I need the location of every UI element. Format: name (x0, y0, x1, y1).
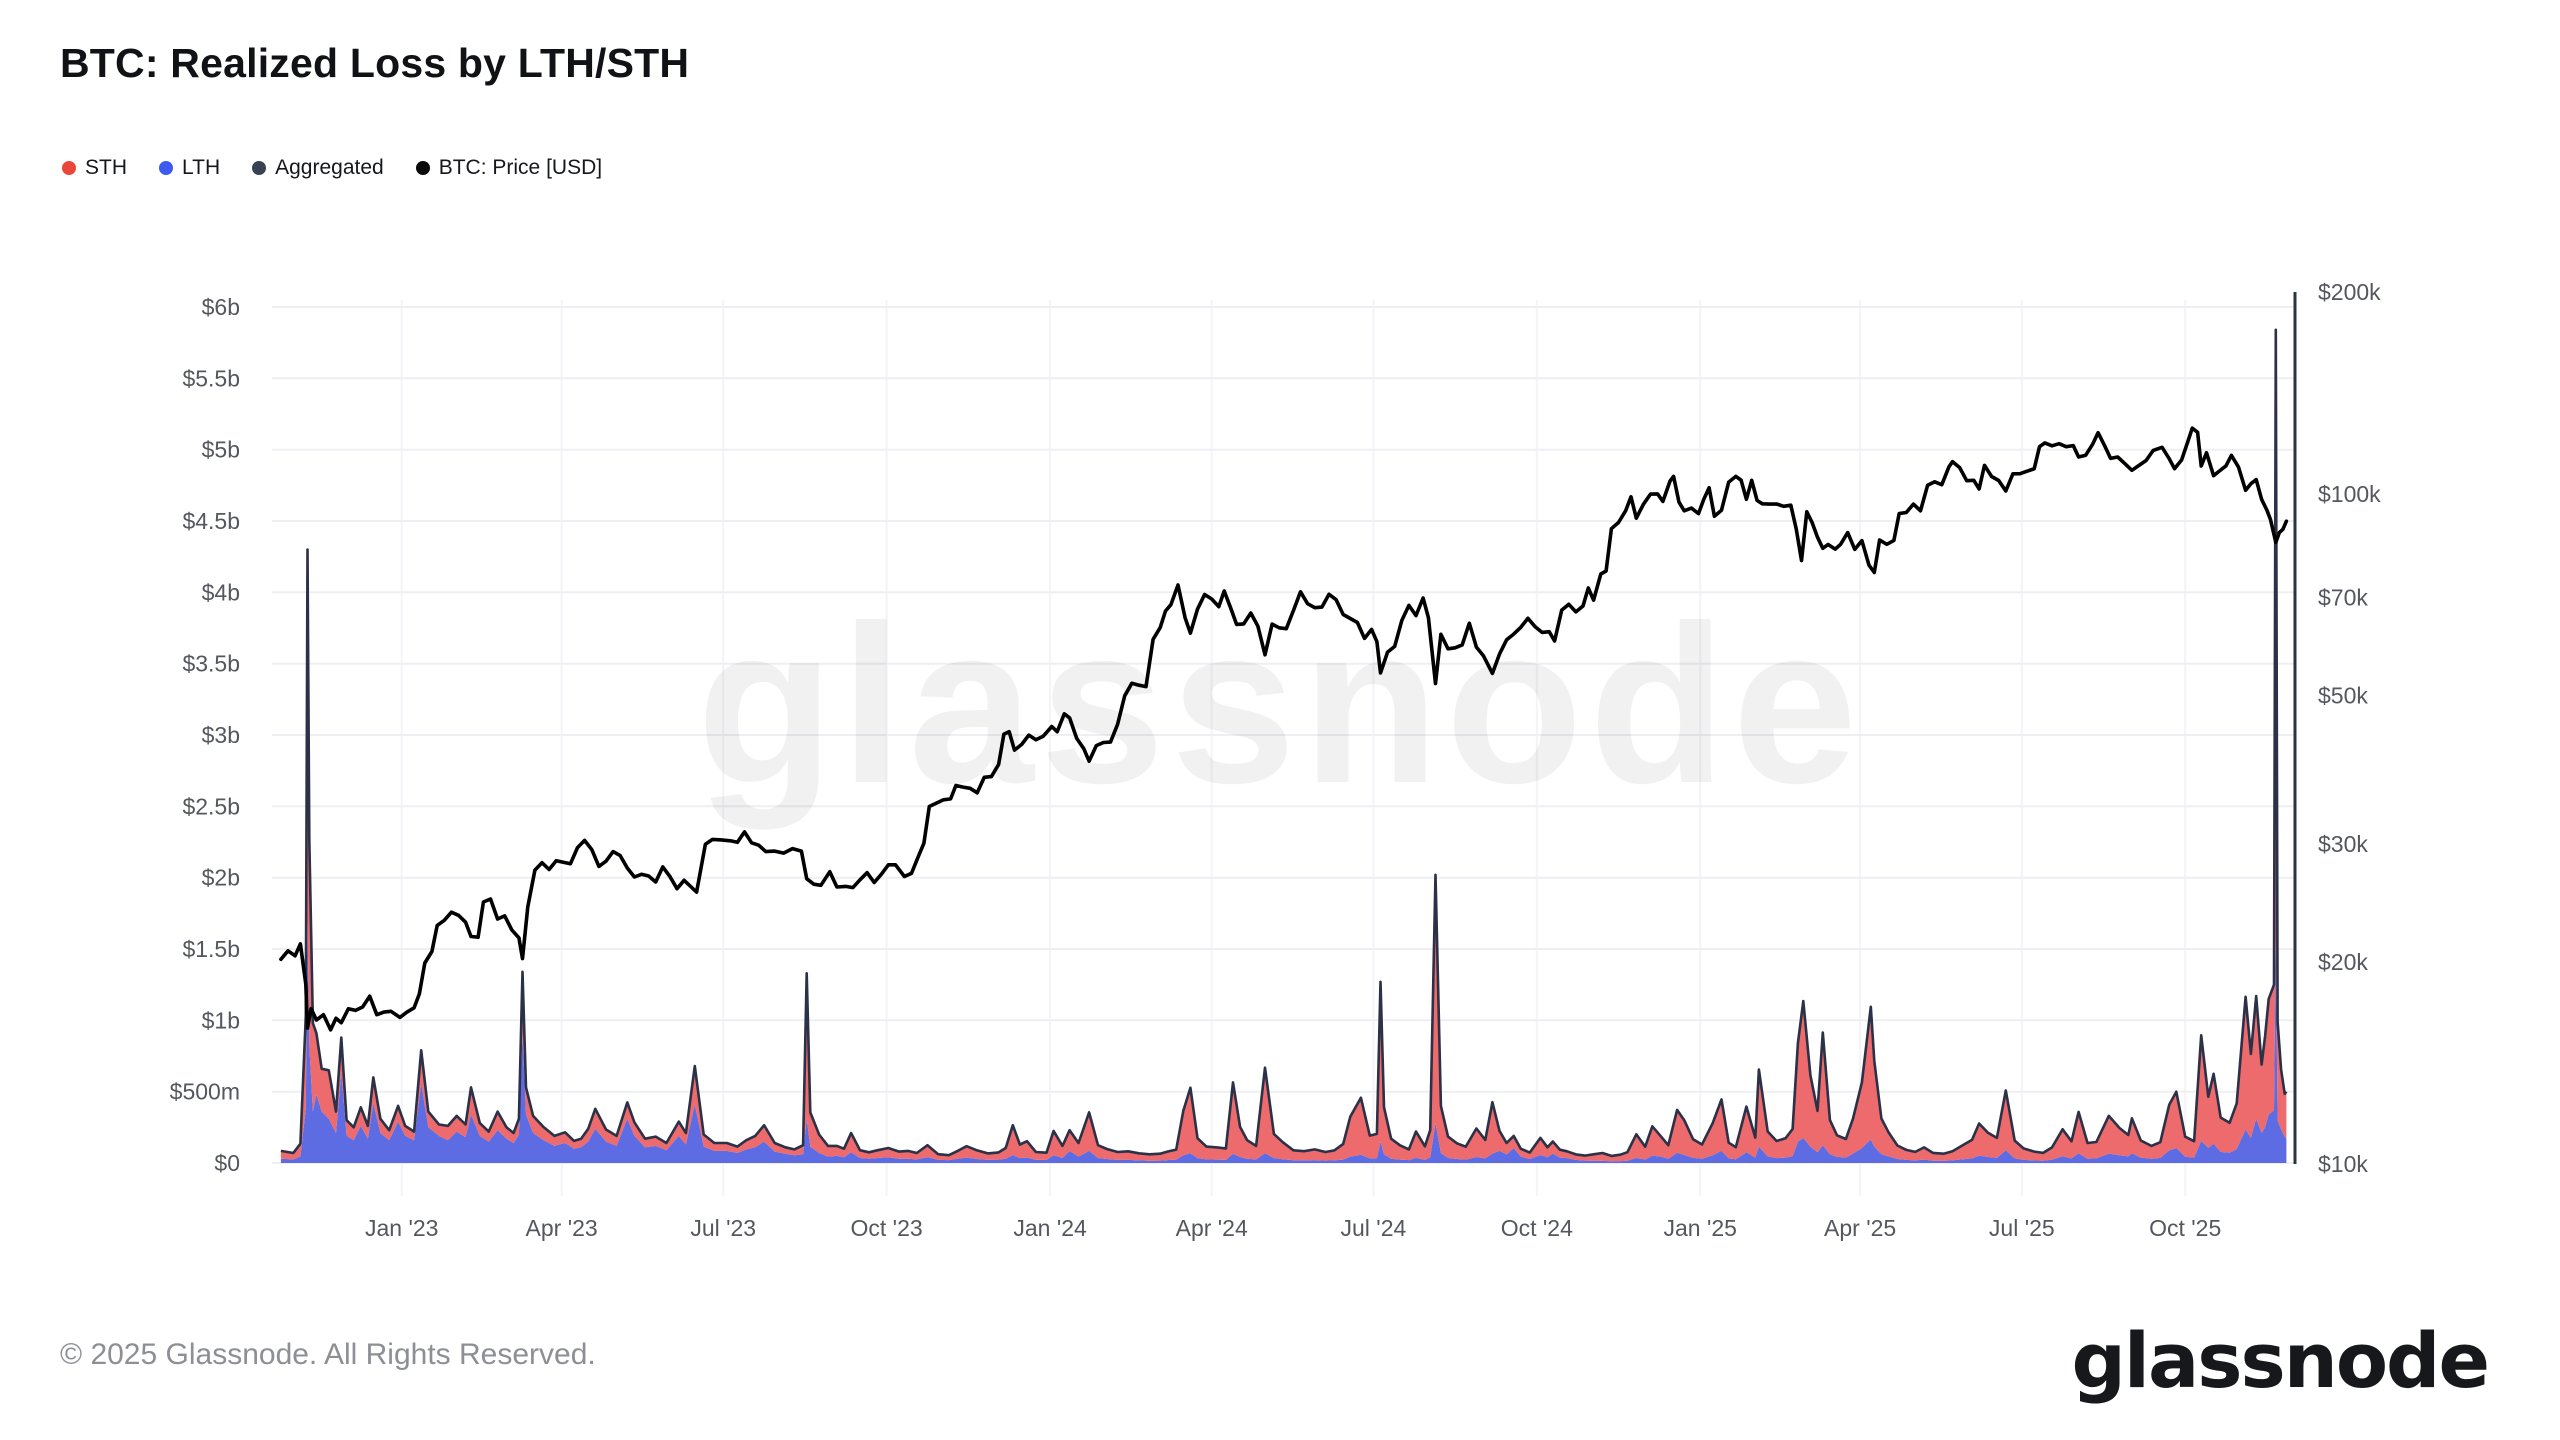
plot-area[interactable] (272, 292, 2295, 1164)
legend-item-btc-price[interactable]: BTC: Price [USD] (415, 156, 603, 180)
right-axis-tick-label: $70k (2318, 585, 2368, 611)
copyright-text: © 2025 Glassnode. All Rights Reserved. (60, 1338, 596, 1371)
btc-price-line-series (279, 426, 2289, 1032)
right-axis-tick-label: $100k (2318, 481, 2381, 507)
left-axis-tick-label: $4b (202, 579, 240, 605)
legend-dot-icon-lth (159, 161, 173, 175)
left-axis-tick-label: $6b (202, 294, 240, 320)
x-axis-tick-label: Apr '25 (1824, 1215, 1896, 1241)
left-axis-tick-label: $4.5b (182, 508, 240, 534)
left-axis-tick-label: $3.5b (182, 651, 240, 677)
lth-area-series (280, 920, 2287, 1163)
legend-label-btc-price: BTC: Price [USD] (438, 156, 603, 179)
legend-item-sth[interactable]: STH (62, 156, 127, 180)
legend-label-sth: STH (85, 156, 127, 179)
legend-dot-icon-aggregated (252, 161, 267, 175)
x-axis-tick-label: Jan '25 (1663, 1215, 1736, 1241)
left-axis-tick-label: $3b (202, 722, 240, 748)
left-axis-tick-label: $1.5b (182, 936, 240, 962)
x-axis-tick-label: Jul '24 (1341, 1215, 1407, 1241)
x-axis-tick-label: Oct '24 (1501, 1215, 1573, 1241)
right-axis-tick-label: $200k (2318, 279, 2381, 305)
left-axis-tick-label: $5b (202, 437, 240, 463)
x-axis-tick-label: Jan '24 (1013, 1215, 1087, 1241)
aggregated-line-series (280, 328, 2288, 1158)
legend-dot-icon-btc-price (415, 161, 430, 175)
x-axis-tick-label: Jul '23 (690, 1215, 756, 1241)
x-axis-tick-label: Jan '23 (365, 1215, 438, 1241)
x-axis-tick-label: Oct '25 (2149, 1215, 2221, 1241)
left-axis-tick-label: $500m (170, 1079, 240, 1105)
legend-label-aggregated: Aggregated (275, 156, 384, 179)
x-axis-tick-label: Oct '23 (851, 1215, 923, 1241)
x-axis-tick-label: Jul '25 (1989, 1215, 2055, 1241)
left-axis-tick-label: $2.5b (182, 793, 240, 819)
right-axis-tick-label: $50k (2318, 683, 2368, 709)
x-axis-tick-label: Apr '24 (1176, 1215, 1248, 1241)
right-axis-tick-label: $10k (2318, 1151, 2368, 1177)
legend-item-lth[interactable]: LTH (159, 156, 220, 180)
legend-label-lth: LTH (182, 156, 221, 179)
watermark-text: glassnode (697, 578, 1864, 830)
legend-item-aggregated[interactable]: Aggregated (252, 156, 384, 180)
legend-dot-icon-sth (62, 161, 76, 175)
legend: STH LTH Aggregated BTC: Price [USD] (62, 156, 602, 180)
glassnode-logo: glassnode (2071, 1316, 2490, 1405)
right-axis-tick-label: $20k (2318, 949, 2368, 975)
left-axis-tick-label: $5.5b (182, 365, 240, 391)
left-axis-tick-label: $2b (202, 865, 240, 891)
page-title: BTC: Realized Loss by LTH/STH (60, 40, 690, 86)
left-axis-tick-label: $1b (202, 1007, 240, 1033)
x-axis-tick-label: Apr '23 (526, 1215, 598, 1241)
left-axis-tick-label: $0 (214, 1150, 240, 1176)
right-axis-tick-label: $30k (2318, 831, 2368, 857)
